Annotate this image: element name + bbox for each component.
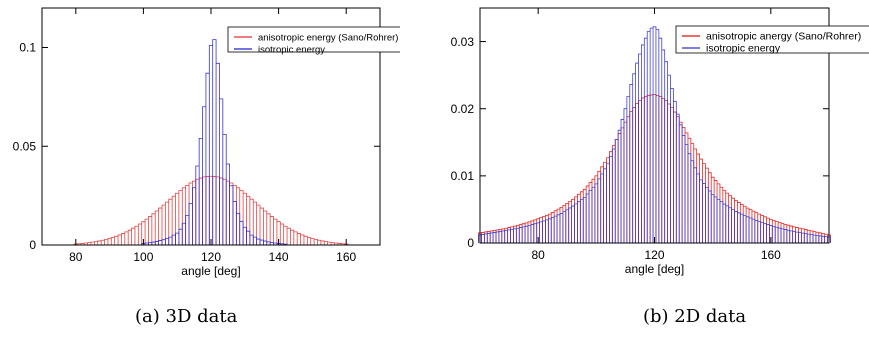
legend-label: isotropic energy bbox=[258, 45, 325, 56]
histogram-series-1 bbox=[478, 94, 831, 243]
x-tick-label: 120 bbox=[644, 248, 664, 262]
histogram-2d: 80 120 160 0 0.01 0.02 0.03 angle [deg] anisotro… bbox=[451, 7, 869, 276]
histogram-series-2 bbox=[478, 26, 831, 243]
y-tick-label: 0.03 bbox=[451, 35, 475, 49]
y-tick-label: 0.02 bbox=[451, 102, 475, 116]
x-tick-label: 120 bbox=[201, 250, 221, 264]
chart-panel-2d: 80 120 160 0 0.01 0.02 0.03 angle [deg] anisotro… bbox=[440, 0, 869, 352]
histogram-3d: 80 100 120 140 160 0 0.05 0.1 angle [deg] anisotr… bbox=[13, 7, 417, 278]
histogram-series-2 bbox=[141, 39, 288, 245]
x-tick-label: 80 bbox=[69, 250, 83, 264]
y-tick-label: 0.01 bbox=[451, 169, 475, 183]
x-tick-label: 80 bbox=[531, 248, 545, 262]
legend-label: anisotropic anergy (Sano/Rohrer) bbox=[706, 31, 861, 43]
x-tick-label: 160 bbox=[761, 248, 781, 262]
y-tick-label: 0.05 bbox=[13, 139, 37, 153]
x-axis-label: angle [deg] bbox=[625, 262, 684, 276]
x-tick-label: 160 bbox=[336, 250, 356, 264]
x-axis-label: angle [deg] bbox=[181, 264, 240, 278]
y-tick-label: 0 bbox=[29, 238, 36, 252]
x-tick-label: 100 bbox=[133, 250, 153, 264]
x-tick-label: 140 bbox=[269, 250, 289, 264]
caption-3d-data: (a) 3D data bbox=[135, 306, 238, 327]
legend-box bbox=[675, 25, 869, 54]
caption-2d-data: (b) 2D data bbox=[643, 306, 747, 327]
histogram-series-1 bbox=[73, 175, 349, 245]
y-tick-label: 0.1 bbox=[19, 41, 36, 55]
y-tick-label: 0 bbox=[467, 236, 474, 250]
legend-label: isotropic energy bbox=[706, 43, 781, 55]
legend-label: anisotropic energy (Sano/Rohrer) bbox=[258, 33, 398, 44]
chart-panel-3d: 80 100 120 140 160 0 0.05 0.1 angle [deg] anisotr… bbox=[0, 0, 417, 352]
legend-box bbox=[227, 26, 417, 53]
